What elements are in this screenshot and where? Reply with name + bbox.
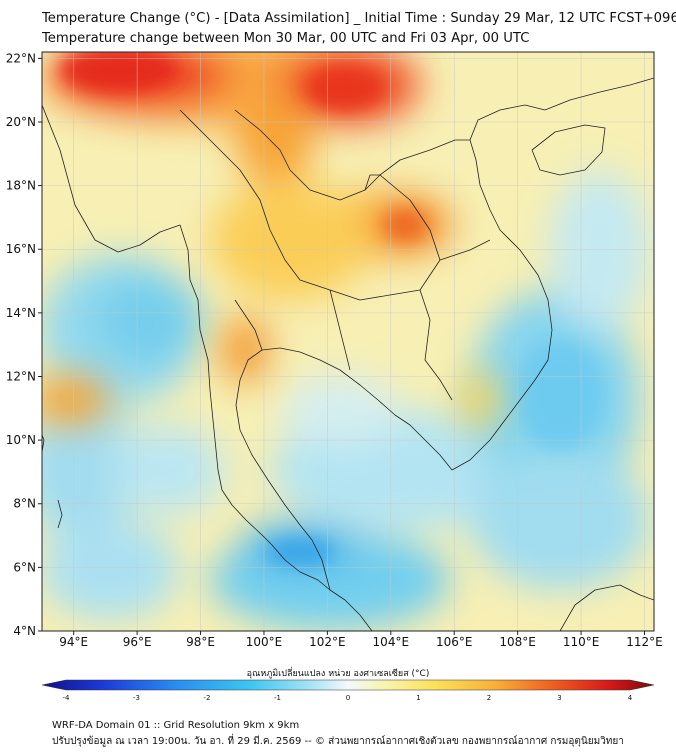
colorbar-tick-label: -1 bbox=[274, 694, 281, 702]
colorbar-tick-label: 3 bbox=[557, 694, 561, 702]
lat-tick-label: 8°N bbox=[13, 497, 36, 511]
lon-tick-label: 100°E bbox=[246, 635, 283, 649]
lon-tick-label: 108°E bbox=[499, 635, 536, 649]
lat-tick-label: 14°N bbox=[6, 306, 36, 320]
map-subtitle: Temperature change between Mon 30 Mar, 0… bbox=[42, 31, 530, 46]
footer-credits: ปรับปรุงข้อมูล ณ เวลา 19:00น. วัน อา. ที… bbox=[52, 736, 624, 747]
lat-tick-label: 22°N bbox=[6, 51, 36, 65]
temperature-field bbox=[42, 52, 654, 631]
longitude-axis: 94°E 96°E 98°E 100°E 102°E 104°E 106°E 108°E 110… bbox=[59, 631, 663, 649]
latitude-axis: 22°N 20°N 18°N 16°N 14°N 12°N 10°N 8°N 6°N 4°N bbox=[6, 51, 42, 638]
colorbar-title: อุณหภูมิเปลี่ยนแปลง หน่วย องศาเซลเซียส (… bbox=[246, 669, 430, 679]
lat-tick-label: 12°N bbox=[6, 369, 36, 383]
footer-model-info: WRF-DA Domain 01 :: Grid Resolution 9km … bbox=[52, 720, 300, 731]
lon-tick-label: 112°E bbox=[626, 635, 663, 649]
colorbar-tick-label: -4 bbox=[63, 694, 71, 702]
colorbar-tick-label: 1 bbox=[416, 694, 420, 702]
lon-tick-label: 106°E bbox=[436, 635, 473, 649]
lon-tick-label: 110°E bbox=[563, 635, 600, 649]
lon-tick-label: 94°E bbox=[59, 635, 88, 649]
colorbar-tick-label: 0 bbox=[346, 694, 350, 702]
graticule bbox=[42, 52, 654, 631]
colorbar-tick-label: -2 bbox=[204, 694, 211, 702]
colorbar-tick-label: 4 bbox=[628, 694, 633, 702]
country-borders bbox=[42, 77, 654, 631]
lat-tick-label: 18°N bbox=[6, 179, 36, 193]
map-title: Temperature Change (°C) - [Data Assimila… bbox=[42, 11, 676, 26]
lat-tick-label: 6°N bbox=[13, 560, 36, 574]
lat-tick-label: 10°N bbox=[6, 433, 36, 447]
lat-tick-label: 4°N bbox=[13, 624, 36, 638]
lon-tick-label: 104°E bbox=[373, 635, 410, 649]
lon-tick-label: 102°E bbox=[309, 635, 346, 649]
colorbar: -4 -3 -2 -1 0 1 2 3 4 bbox=[41, 679, 655, 702]
lat-tick-label: 16°N bbox=[6, 242, 36, 256]
colorbar-tick-label: -3 bbox=[133, 694, 140, 702]
colorbar-tick-label: 2 bbox=[487, 694, 491, 702]
lon-tick-label: 96°E bbox=[123, 635, 152, 649]
lon-tick-label: 98°E bbox=[186, 635, 215, 649]
lat-tick-label: 20°N bbox=[6, 115, 36, 129]
